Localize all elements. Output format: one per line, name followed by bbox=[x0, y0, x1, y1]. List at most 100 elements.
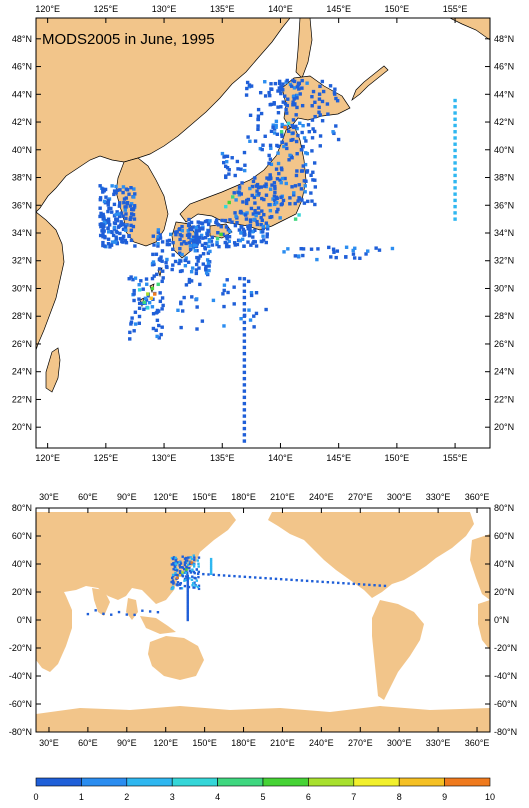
regional-x-tick-label-bottom: 125°E bbox=[94, 453, 119, 463]
regional-data-cell bbox=[279, 195, 283, 200]
regional-data-cell bbox=[225, 165, 230, 170]
regional-data-cell bbox=[112, 225, 117, 230]
global-data-cell bbox=[188, 577, 191, 580]
regional-data-cell bbox=[299, 169, 304, 173]
global-data-cell bbox=[176, 581, 180, 584]
regional-data-cell bbox=[288, 202, 292, 206]
regional-x-tick-label-bottom: 135°E bbox=[210, 453, 235, 463]
regional-data-cell bbox=[288, 153, 292, 158]
regional-data-cell bbox=[268, 173, 272, 177]
regional-data-cell bbox=[158, 236, 163, 240]
regional-data-cell bbox=[244, 93, 249, 97]
regional-data-cell bbox=[299, 148, 304, 152]
regional-data-cell bbox=[280, 124, 284, 129]
regional-data-cell bbox=[197, 266, 201, 270]
regional-data-cell bbox=[106, 241, 111, 246]
regional-y-tick-label-right: 46°N bbox=[494, 62, 514, 72]
regional-data-cell bbox=[264, 193, 269, 197]
regional-data-cell bbox=[263, 80, 267, 84]
regional-data-cell bbox=[274, 200, 279, 205]
global-data-cell bbox=[285, 578, 288, 581]
regional-data-cell bbox=[132, 195, 136, 199]
regional-x-tick-label-bottom: 130°E bbox=[152, 453, 177, 463]
regional-data-cell bbox=[240, 225, 244, 229]
regional-data-cell bbox=[206, 229, 211, 233]
global-data-cell bbox=[186, 610, 189, 613]
regional-data-cell bbox=[151, 252, 155, 257]
regional-data-cell bbox=[194, 297, 199, 301]
global-data-cell bbox=[191, 568, 194, 571]
regional-data-cell bbox=[129, 223, 133, 228]
regional-data-cell bbox=[275, 143, 279, 148]
sakhalin-island bbox=[295, 18, 313, 79]
global-y-tick-label-right: -40°N bbox=[494, 671, 517, 681]
global-data-cell bbox=[209, 566, 213, 569]
regional-data-cell bbox=[237, 187, 242, 191]
regional-data-cell bbox=[222, 288, 226, 293]
global-data-cell bbox=[243, 575, 247, 579]
regional-data-cell bbox=[224, 174, 228, 178]
regional-data-cell bbox=[101, 187, 105, 191]
regional-data-cell bbox=[268, 93, 272, 98]
regional-data-cell bbox=[255, 182, 260, 187]
global-x-tick-label-bottom: 150°E bbox=[192, 738, 217, 748]
regional-data-cell bbox=[194, 262, 199, 267]
regional-data-cell bbox=[233, 243, 238, 247]
regional-data-cell bbox=[255, 219, 259, 224]
regional-data-cell bbox=[276, 151, 280, 155]
regional-data-cell bbox=[220, 218, 224, 223]
global-data-cell bbox=[186, 593, 189, 596]
regional-data-cell bbox=[194, 235, 199, 239]
regional-data-cell bbox=[191, 239, 195, 243]
global-y-tick-label-left: 0°N bbox=[17, 615, 32, 625]
regional-data-cell bbox=[99, 224, 103, 229]
regional-data-cell bbox=[106, 226, 110, 230]
global-x-tick-label-top: 90°E bbox=[117, 492, 137, 502]
regional-data-cell bbox=[265, 234, 269, 239]
global-y-tick-label-left: -60°N bbox=[9, 699, 32, 709]
regional-data-cell bbox=[194, 243, 198, 247]
regional-data-cell bbox=[273, 81, 278, 86]
regional-data-cell bbox=[129, 322, 133, 326]
regional-data-cell bbox=[268, 157, 273, 161]
regional-data-cell bbox=[189, 270, 194, 274]
regional-x-tick-label-bottom: 150°E bbox=[385, 453, 410, 463]
regional-data-cell bbox=[248, 318, 253, 322]
regional-data-cell bbox=[278, 88, 282, 93]
regional-data-cell bbox=[374, 246, 378, 250]
regional-data-cell bbox=[264, 307, 268, 312]
regional-data-cell bbox=[201, 262, 205, 266]
regional-data-cell bbox=[106, 200, 111, 204]
regional-data-cell bbox=[242, 383, 247, 387]
global-hotspot-cell bbox=[178, 574, 182, 577]
regional-data-cell bbox=[313, 114, 317, 119]
regional-data-cell bbox=[268, 208, 273, 213]
global-data-cell bbox=[181, 574, 185, 578]
regional-data-cell bbox=[98, 197, 103, 202]
regional-data-cell bbox=[225, 237, 229, 241]
regional-data-cell bbox=[280, 176, 285, 181]
global-data-cell bbox=[233, 574, 236, 578]
regional-data-cell bbox=[268, 187, 273, 191]
regional-data-cell bbox=[174, 232, 178, 237]
regional-data-cell bbox=[101, 234, 105, 239]
regional-data-cell bbox=[292, 97, 296, 101]
regional-data-cell bbox=[310, 118, 315, 122]
global-data-cell bbox=[185, 578, 188, 582]
regional-data-cell bbox=[271, 125, 275, 129]
regional-data-cell bbox=[171, 253, 175, 257]
colorbar-segment bbox=[444, 777, 491, 787]
regional-data-cell bbox=[453, 155, 457, 159]
regional-data-cell bbox=[129, 320, 134, 324]
regional-data-cell bbox=[233, 173, 237, 178]
regional-data-cell bbox=[167, 242, 171, 247]
regional-data-cell bbox=[118, 188, 122, 192]
global-data-cell bbox=[175, 573, 179, 577]
regional-data-cell bbox=[242, 426, 247, 431]
regional-hotspot-cell bbox=[297, 213, 301, 217]
global-data-cell bbox=[186, 606, 189, 609]
global-data-cell bbox=[193, 571, 196, 575]
regional-data-cell bbox=[284, 181, 288, 186]
regional-data-cell bbox=[160, 279, 164, 284]
regional-data-cell bbox=[232, 285, 236, 289]
